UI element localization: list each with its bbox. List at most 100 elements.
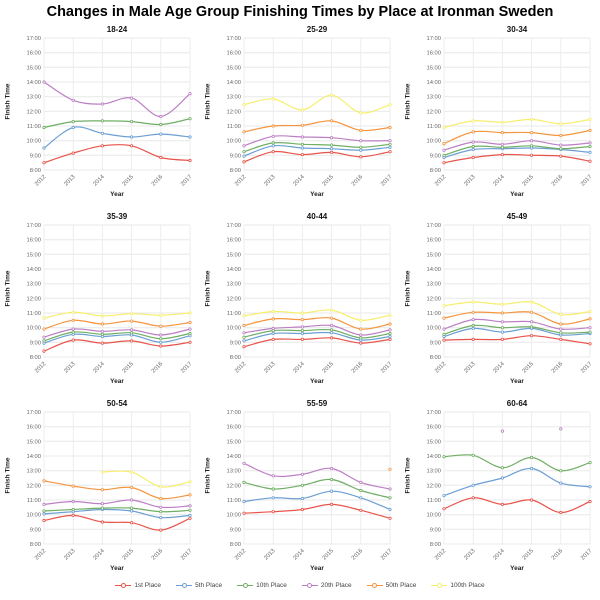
svg-text:12:00: 12:00 bbox=[26, 109, 41, 115]
subplot-canvas: 8:00 9:00 10:00 11:00 12:00 13:00 14:00 15:00 16… bbox=[26, 36, 193, 188]
svg-text:14:00: 14:00 bbox=[226, 80, 241, 86]
svg-text:2014: 2014 bbox=[492, 361, 506, 375]
svg-text:2013: 2013 bbox=[263, 174, 276, 187]
legend-label: 1st Place bbox=[134, 582, 162, 589]
svg-text:16:00: 16:00 bbox=[426, 51, 441, 57]
x-axis-label: Year bbox=[510, 565, 524, 572]
svg-text:9:00: 9:00 bbox=[30, 527, 41, 533]
svg-text:17:00: 17:00 bbox=[26, 223, 41, 229]
svg-text:16:00: 16:00 bbox=[26, 238, 41, 244]
svg-text:2015: 2015 bbox=[122, 174, 135, 187]
svg-text:13:00: 13:00 bbox=[26, 469, 41, 475]
svg-text:2013: 2013 bbox=[263, 361, 276, 374]
svg-text:2015: 2015 bbox=[322, 548, 335, 561]
svg-text:14:00: 14:00 bbox=[226, 454, 241, 460]
svg-text:2016: 2016 bbox=[551, 548, 564, 561]
svg-text:2016: 2016 bbox=[351, 548, 364, 561]
svg-text:12:00: 12:00 bbox=[226, 109, 241, 115]
svg-text:2012: 2012 bbox=[434, 548, 447, 561]
subplot-title: 60-64 bbox=[506, 399, 528, 408]
svg-text:9:00: 9:00 bbox=[230, 527, 241, 533]
svg-text:8:00: 8:00 bbox=[430, 542, 441, 548]
x-axis-label: Year bbox=[110, 191, 124, 198]
legend-label: 50th Place bbox=[385, 582, 417, 589]
x-axis-label: Year bbox=[510, 378, 524, 385]
svg-text:2017: 2017 bbox=[580, 174, 593, 187]
legend-item-20th-place: 20th Place bbox=[301, 582, 352, 589]
svg-text:11:00: 11:00 bbox=[27, 124, 41, 130]
svg-text:12:00: 12:00 bbox=[426, 109, 441, 115]
svg-text:2016: 2016 bbox=[351, 361, 364, 374]
svg-text:10:00: 10:00 bbox=[226, 139, 241, 145]
subplot-title: 55-59 bbox=[306, 399, 328, 408]
svg-text:15:00: 15:00 bbox=[26, 439, 41, 445]
svg-text:17:00: 17:00 bbox=[26, 410, 41, 416]
legend: 1st Place 5th Place 10th Place 20th Plac… bbox=[0, 582, 600, 589]
subplot-canvas: 8:00 9:00 10:00 11:00 12:00 13:00 14:00 15:00 16… bbox=[226, 410, 393, 562]
subplot-grid: 18-24 Finish Time 8:00 9:00 10:00 11:00 12:0… bbox=[0, 22, 600, 583]
subplot-title: 45-49 bbox=[506, 212, 528, 221]
svg-text:2014: 2014 bbox=[92, 548, 106, 562]
subplot-title: 50-54 bbox=[106, 399, 128, 408]
svg-text:10:00: 10:00 bbox=[426, 139, 441, 145]
legend-item-5th-place: 5th Place bbox=[176, 582, 222, 589]
legend-label: 5th Place bbox=[195, 582, 223, 589]
svg-text:2017: 2017 bbox=[180, 548, 193, 561]
svg-text:2017: 2017 bbox=[580, 361, 593, 374]
svg-text:2014: 2014 bbox=[292, 174, 306, 188]
svg-text:2013: 2013 bbox=[463, 548, 476, 561]
x-axis-label: Year bbox=[310, 378, 324, 385]
svg-text:11:00: 11:00 bbox=[27, 311, 41, 317]
svg-text:17:00: 17:00 bbox=[426, 36, 441, 42]
svg-text:12:00: 12:00 bbox=[26, 296, 41, 302]
svg-text:12:00: 12:00 bbox=[26, 483, 41, 489]
svg-text:14:00: 14:00 bbox=[26, 267, 41, 273]
subplot-title: 40-44 bbox=[306, 212, 328, 221]
svg-text:2012: 2012 bbox=[434, 361, 447, 374]
x-axis-label: Year bbox=[310, 191, 324, 198]
svg-text:2012: 2012 bbox=[34, 548, 47, 561]
svg-text:13:00: 13:00 bbox=[226, 469, 241, 475]
svg-text:2014: 2014 bbox=[92, 361, 106, 375]
svg-text:13:00: 13:00 bbox=[426, 469, 441, 475]
subplot-canvas: 8:00 9:00 10:00 11:00 12:00 13:00 14:00 15:00 16… bbox=[26, 223, 193, 375]
svg-text:2013: 2013 bbox=[263, 548, 276, 561]
svg-text:17:00: 17:00 bbox=[226, 223, 241, 229]
svg-text:2015: 2015 bbox=[322, 174, 335, 187]
svg-text:2016: 2016 bbox=[151, 548, 164, 561]
x-axis-label: Year bbox=[310, 565, 324, 572]
subplot-canvas: 8:00 9:00 10:00 11:00 12:00 13:00 14:00 15:00 16… bbox=[26, 410, 193, 562]
svg-text:10:00: 10:00 bbox=[426, 326, 441, 332]
subplot-canvas: 8:00 9:00 10:00 11:00 12:00 13:00 14:00 15:00 16… bbox=[226, 36, 393, 188]
svg-text:2017: 2017 bbox=[580, 548, 593, 561]
subplot-title: 18-24 bbox=[106, 25, 128, 34]
svg-text:14:00: 14:00 bbox=[426, 267, 441, 273]
svg-text:2012: 2012 bbox=[34, 174, 47, 187]
legend-item-1st-place: 1st Place bbox=[115, 582, 161, 589]
svg-text:14:00: 14:00 bbox=[26, 80, 41, 86]
legend-line-marker-icon bbox=[176, 583, 193, 588]
svg-text:17:00: 17:00 bbox=[226, 410, 241, 416]
svg-text:2015: 2015 bbox=[522, 548, 535, 561]
subplot-55-59: 55-59 Finish Time 8:00 9:00 10:00 11:00 12:0… bbox=[200, 396, 400, 583]
svg-text:17:00: 17:00 bbox=[26, 36, 41, 42]
svg-text:2012: 2012 bbox=[234, 361, 247, 374]
svg-text:13:00: 13:00 bbox=[226, 282, 241, 288]
svg-text:2016: 2016 bbox=[351, 174, 364, 187]
svg-text:2016: 2016 bbox=[151, 174, 164, 187]
svg-text:2016: 2016 bbox=[551, 174, 564, 187]
svg-text:2014: 2014 bbox=[92, 174, 106, 188]
svg-text:8:00: 8:00 bbox=[30, 542, 41, 548]
svg-text:16:00: 16:00 bbox=[226, 425, 241, 431]
legend-item-10th-place: 10th Place bbox=[237, 582, 287, 589]
svg-text:2014: 2014 bbox=[492, 174, 506, 188]
svg-text:2015: 2015 bbox=[522, 174, 535, 187]
svg-text:15:00: 15:00 bbox=[426, 439, 441, 445]
svg-text:2015: 2015 bbox=[522, 361, 535, 374]
legend-line-marker-icon bbox=[366, 583, 383, 588]
svg-text:10:00: 10:00 bbox=[26, 139, 41, 145]
svg-text:9:00: 9:00 bbox=[430, 340, 441, 346]
page-title: Changes in Male Age Group Finishing Time… bbox=[46, 4, 554, 20]
svg-text:2015: 2015 bbox=[122, 361, 135, 374]
subplot-title: 35-39 bbox=[106, 212, 128, 221]
